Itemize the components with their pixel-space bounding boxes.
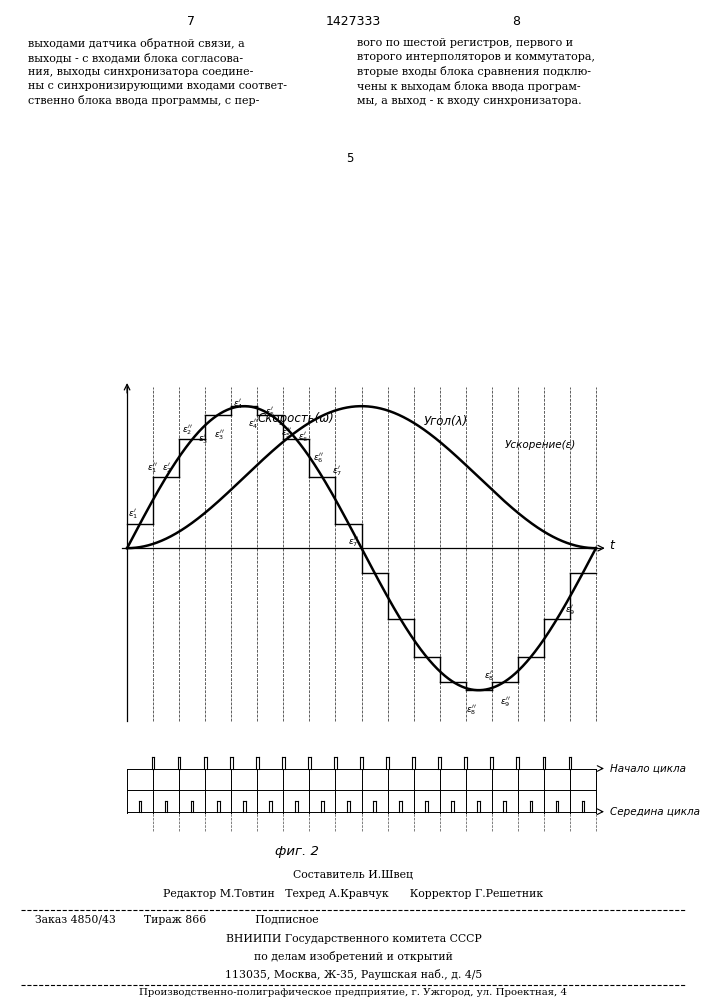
Text: $\varepsilon_3''$: $\varepsilon_3''$: [214, 428, 225, 442]
Text: фиг. 2: фиг. 2: [275, 845, 319, 858]
Text: $\varepsilon_7'$: $\varepsilon_7'$: [332, 465, 342, 478]
Text: $\varepsilon_8'$: $\varepsilon_8'$: [484, 669, 494, 683]
Text: $\varepsilon_1''$: $\varepsilon_1''$: [146, 461, 157, 475]
Text: Ускорение(ε): Ускорение(ε): [505, 440, 576, 450]
Text: $\varepsilon_3'$: $\varepsilon_3'$: [198, 432, 209, 446]
Text: 7: 7: [187, 15, 194, 28]
Text: 5: 5: [346, 152, 354, 165]
Text: Заказ 4850/43        Тираж 866              Подписное: Заказ 4850/43 Тираж 866 Подписное: [35, 915, 318, 925]
Text: $\varepsilon_4'$: $\varepsilon_4'$: [233, 397, 243, 411]
Text: по делам изобретений и открытий: по делам изобретений и открытий: [254, 951, 453, 962]
Text: $\varepsilon_7''$: $\varepsilon_7''$: [349, 535, 359, 549]
Text: $\varepsilon_5''$: $\varepsilon_5''$: [281, 426, 291, 440]
Text: вого по шестой регистров, первого и
второго интерполяторов и коммутатора,
вторые: вого по шестой регистров, первого и втор…: [357, 38, 595, 106]
Text: 113035, Москва, Ж-35, Раушская наб., д. 4/5: 113035, Москва, Ж-35, Раушская наб., д. …: [225, 969, 482, 980]
Text: Середина цикла: Середина цикла: [610, 807, 700, 817]
Text: выходами датчика обратной связи, а
выходы - с входами блока согласова-
ния, выхо: выходами датчика обратной связи, а выход…: [28, 38, 287, 106]
Text: 8: 8: [513, 15, 520, 28]
Text: ВНИИПИ Государственного комитета СССР: ВНИИПИ Государственного комитета СССР: [226, 934, 481, 944]
Text: $\varepsilon_9'$: $\varepsilon_9'$: [565, 603, 575, 617]
Text: $\varepsilon_2'$: $\varepsilon_2'$: [162, 461, 173, 475]
Text: $\varepsilon_1'$: $\varepsilon_1'$: [129, 508, 139, 521]
Text: t: t: [609, 539, 614, 552]
Text: $\varepsilon_6''$: $\varepsilon_6''$: [313, 451, 324, 465]
Text: Скорость(ω): Скорость(ω): [257, 412, 334, 425]
Text: 1427333: 1427333: [326, 15, 381, 28]
Text: $\varepsilon_9''$: $\varepsilon_9''$: [500, 695, 510, 709]
Text: $\varepsilon_2''$: $\varepsilon_2''$: [182, 423, 192, 437]
Text: $\varepsilon_4''$: $\varepsilon_4''$: [248, 418, 259, 431]
Text: Угол(λ): Угол(λ): [424, 415, 468, 428]
Text: Начало цикла: Начало цикла: [610, 764, 686, 774]
Text: $\varepsilon_8''$: $\varepsilon_8''$: [466, 704, 477, 717]
Text: Производственно-полиграфическое предприятие, г. Ужгород, ул. Проектная, 4: Производственно-полиграфическое предприя…: [139, 988, 568, 997]
Text: Составитель И.Швец: Составитель И.Швец: [293, 869, 414, 879]
Text: $\varepsilon_6'$: $\varepsilon_6'$: [298, 430, 308, 444]
Text: $\varepsilon_5'$: $\varepsilon_5'$: [265, 406, 276, 419]
Text: Редактор М.Товтин   Техред А.Кравчук      Корректор Г.Решетник: Редактор М.Товтин Техред А.Кравчук Корре…: [163, 889, 544, 899]
